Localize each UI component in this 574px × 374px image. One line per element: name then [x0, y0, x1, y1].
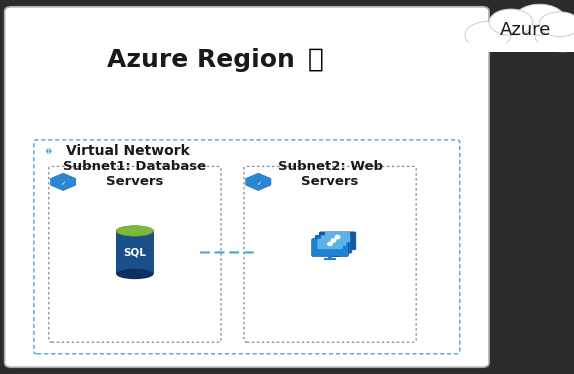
Ellipse shape — [331, 238, 336, 243]
Ellipse shape — [491, 13, 554, 51]
Ellipse shape — [50, 150, 51, 152]
Text: SQL: SQL — [123, 248, 146, 257]
FancyBboxPatch shape — [325, 232, 350, 242]
Polygon shape — [46, 148, 48, 154]
Text: 🌐: 🌐 — [308, 47, 324, 73]
FancyBboxPatch shape — [321, 235, 346, 246]
Bar — [332, 251, 343, 254]
Text: Subnet2: Web
Servers: Subnet2: Web Servers — [278, 160, 382, 188]
Bar — [331, 251, 336, 254]
Ellipse shape — [489, 9, 533, 35]
FancyBboxPatch shape — [5, 7, 489, 367]
Ellipse shape — [48, 150, 49, 152]
Text: Subnet1: Database
Servers: Subnet1: Database Servers — [63, 160, 207, 188]
Ellipse shape — [116, 269, 153, 279]
Polygon shape — [246, 173, 271, 190]
Bar — [335, 247, 340, 251]
Text: Azure Region: Azure Region — [107, 48, 295, 72]
Ellipse shape — [335, 235, 340, 240]
Ellipse shape — [514, 4, 565, 35]
Bar — [328, 255, 339, 257]
Ellipse shape — [327, 242, 333, 246]
FancyBboxPatch shape — [315, 235, 352, 253]
Bar — [456, 43, 574, 52]
Ellipse shape — [47, 150, 48, 152]
FancyBboxPatch shape — [319, 232, 356, 250]
FancyBboxPatch shape — [317, 239, 343, 249]
Ellipse shape — [116, 226, 153, 236]
Text: ✓: ✓ — [60, 181, 66, 186]
Bar — [328, 254, 332, 258]
FancyBboxPatch shape — [312, 239, 348, 257]
Polygon shape — [49, 148, 52, 154]
Text: Azure: Azure — [499, 21, 551, 39]
Bar — [116, 231, 153, 274]
Ellipse shape — [535, 19, 574, 52]
Ellipse shape — [539, 12, 574, 37]
Polygon shape — [51, 173, 76, 190]
Text: ✓: ✓ — [255, 181, 261, 186]
Bar — [456, 30, 574, 51]
Text: Virtual Network: Virtual Network — [66, 144, 190, 158]
Bar — [324, 258, 336, 260]
Ellipse shape — [465, 21, 511, 49]
